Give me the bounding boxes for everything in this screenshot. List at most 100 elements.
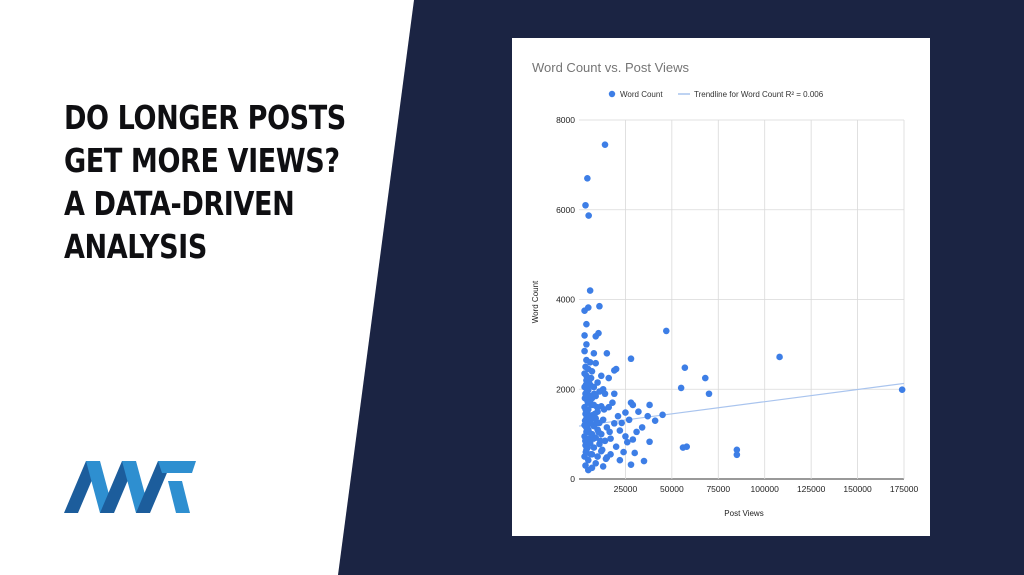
- data-point: [603, 350, 611, 357]
- data-point: [701, 374, 709, 382]
- data-point: [616, 456, 624, 464]
- data-point: [598, 446, 606, 454]
- data-point: [597, 437, 604, 445]
- mt-logo-icon: [64, 461, 196, 513]
- data-point: [601, 141, 609, 148]
- data-point: [593, 403, 601, 411]
- data-point: [594, 379, 601, 386]
- data-point: [614, 412, 622, 420]
- data-point: [592, 459, 600, 467]
- data-point: [638, 424, 646, 431]
- data-point: [610, 390, 618, 398]
- data-points: [581, 141, 906, 474]
- grid: [579, 119, 905, 480]
- data-point: [609, 399, 616, 407]
- data-point: [610, 367, 618, 374]
- data-point: [581, 347, 588, 355]
- data-point: [595, 428, 602, 436]
- data-point: [659, 411, 666, 419]
- data-point: [646, 401, 653, 409]
- data-point: [581, 307, 588, 315]
- data-point: [600, 406, 608, 413]
- data-point: [601, 390, 609, 398]
- data-point: [640, 457, 648, 465]
- x-tick-label: 125000: [797, 484, 826, 494]
- data-point: [605, 374, 613, 382]
- data-point: [602, 455, 610, 463]
- data-point: [593, 419, 600, 427]
- data-point: [590, 435, 597, 442]
- data-point: [629, 436, 637, 443]
- data-point: [681, 364, 689, 372]
- data-point: [623, 438, 631, 446]
- y-tick-label: 0: [570, 474, 575, 484]
- data-point: [588, 368, 596, 375]
- data-point: [635, 408, 642, 415]
- data-point: [585, 212, 592, 219]
- headline-line: GET MORE VIEWS?: [64, 141, 340, 180]
- data-point: [590, 383, 598, 391]
- data-point: [627, 461, 635, 468]
- data-point: [584, 456, 592, 464]
- data-point: [592, 359, 600, 367]
- data-point: [596, 302, 603, 310]
- data-point: [733, 451, 741, 459]
- data-point: [588, 401, 595, 409]
- x-tick-label: 100000: [751, 484, 780, 494]
- data-point: [705, 390, 713, 398]
- headline-line: DO LONGER POSTS: [64, 98, 346, 137]
- data-point: [631, 449, 639, 457]
- data-point: [683, 443, 691, 450]
- data-point: [644, 412, 652, 420]
- data-point: [597, 372, 605, 380]
- x-tick-label: 75000: [706, 484, 730, 494]
- data-point: [582, 201, 589, 209]
- data-point: [589, 415, 597, 422]
- data-point: [610, 420, 618, 427]
- legend: Word Count Trendline for Word Count R² =…: [608, 90, 824, 99]
- data-point: [776, 353, 783, 361]
- logo-t-bar: [158, 461, 196, 473]
- data-point: [612, 443, 620, 450]
- x-axis-title: Post Views: [724, 509, 763, 518]
- data-point: [596, 388, 603, 395]
- x-tick-label: 150000: [843, 484, 872, 494]
- y-tick-label: 4000: [556, 295, 575, 305]
- chart-title: Word Count vs. Post Views: [532, 60, 690, 75]
- x-tick-label: 25000: [614, 484, 638, 494]
- data-point: [590, 444, 598, 451]
- data-point: [662, 327, 670, 335]
- data-point: [620, 448, 627, 456]
- data-point: [606, 428, 613, 436]
- data-point: [601, 437, 609, 445]
- data-point: [583, 320, 590, 328]
- data-point: [582, 381, 590, 389]
- legend-label-trendline: Trendline for Word Count R² = 0.006: [694, 90, 824, 99]
- data-point: [677, 384, 685, 392]
- data-point: [629, 401, 637, 409]
- headline-line: ANALYSIS: [64, 227, 207, 266]
- data-point: [586, 359, 594, 366]
- data-point: [583, 341, 590, 348]
- logo-stroke-5: [136, 461, 172, 513]
- data-point: [584, 466, 592, 474]
- data-point: [898, 386, 906, 393]
- legend-marker-word-count: [608, 90, 616, 98]
- data-point: [590, 390, 598, 398]
- data-point: [581, 332, 588, 339]
- y-axis-title: Word Count: [531, 280, 540, 323]
- data-point: [733, 446, 741, 454]
- y-tick-label: 8000: [556, 115, 575, 125]
- data-point: [584, 175, 591, 182]
- headline: DO LONGER POSTS GET MORE VIEWS? A DATA-D…: [64, 96, 346, 268]
- chart-card: Word Count vs. Post Views Word Count Tre…: [512, 38, 930, 536]
- data-point: [625, 416, 633, 424]
- data-point: [622, 409, 629, 416]
- scatter-chart: Word Count vs. Post Views Word Count Tre…: [531, 60, 918, 518]
- data-point: [595, 329, 602, 337]
- data-point: [590, 350, 598, 357]
- legend-label-word-count: Word Count: [620, 90, 663, 99]
- data-point: [651, 417, 659, 424]
- data-point: [633, 428, 640, 436]
- y-tick-labels: 0 2000 4000 6000 8000: [556, 115, 575, 484]
